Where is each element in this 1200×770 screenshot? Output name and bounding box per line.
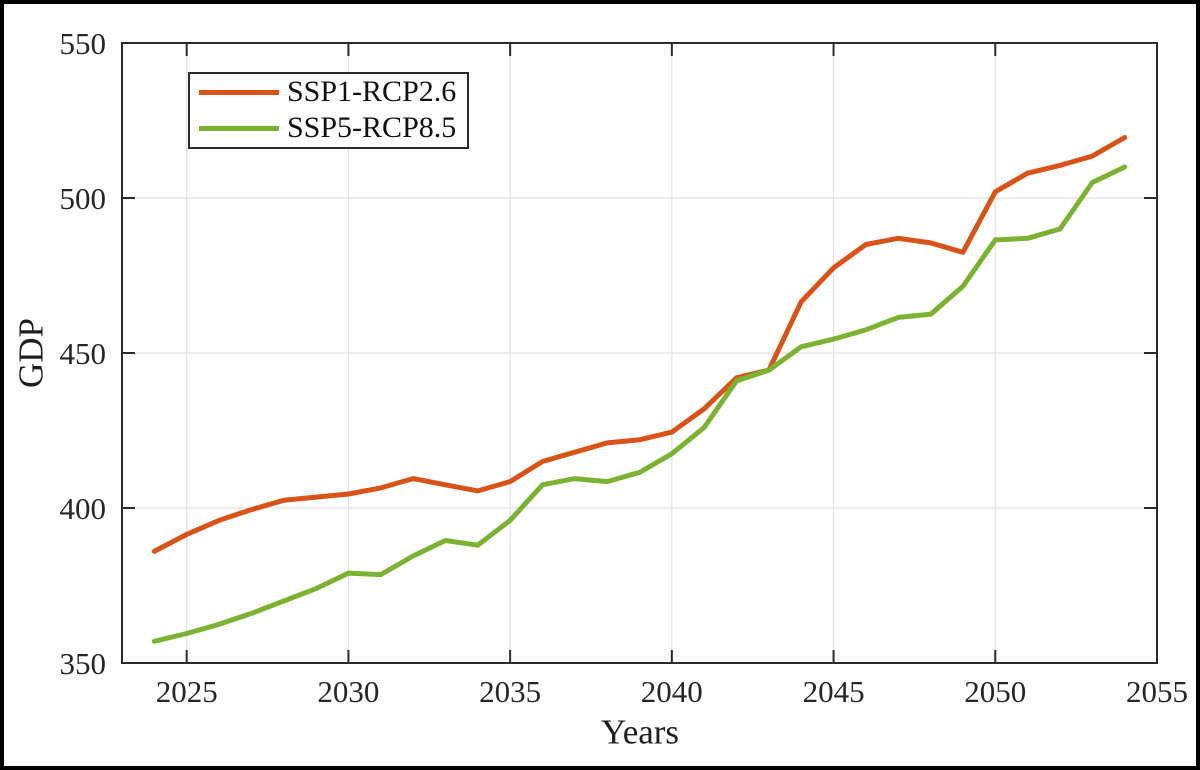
- x-tick-label: 2025: [156, 674, 218, 709]
- x-tick-label: 2055: [1126, 674, 1188, 709]
- y-tick-label: 400: [60, 491, 107, 526]
- legend-line-swatch-ssp1: [199, 90, 279, 96]
- series-line-ssp1: [151, 135, 1128, 554]
- legend: SSP1-RCP2.6 SSP5-RCP8.5: [188, 72, 469, 149]
- y-tick-label: 450: [60, 336, 107, 371]
- x-tick-label: 2040: [641, 674, 703, 709]
- series-line-ssp5: [151, 164, 1128, 644]
- y-tick-label: 350: [60, 646, 107, 681]
- legend-label-ssp1: SSP1-RCP2.6: [287, 75, 457, 109]
- x-tick-label: 2045: [803, 674, 865, 709]
- legend-item-ssp5-rcp85: SSP5-RCP8.5: [199, 111, 467, 144]
- y-axis-label: GDP: [11, 317, 51, 389]
- y-tick-label: 500: [60, 181, 107, 216]
- x-tick-label: 2050: [964, 674, 1026, 709]
- x-axis-label: Years: [600, 712, 680, 752]
- legend-label-ssp5: SSP5-RCP8.5: [287, 111, 457, 144]
- x-tick-label: 2035: [479, 674, 541, 709]
- y-tick-label: 550: [60, 26, 107, 61]
- legend-item-ssp1-rcp26: SSP1-RCP2.6: [199, 77, 467, 108]
- legend-line-swatch-ssp5: [199, 125, 279, 131]
- x-tick-label: 2030: [317, 674, 379, 709]
